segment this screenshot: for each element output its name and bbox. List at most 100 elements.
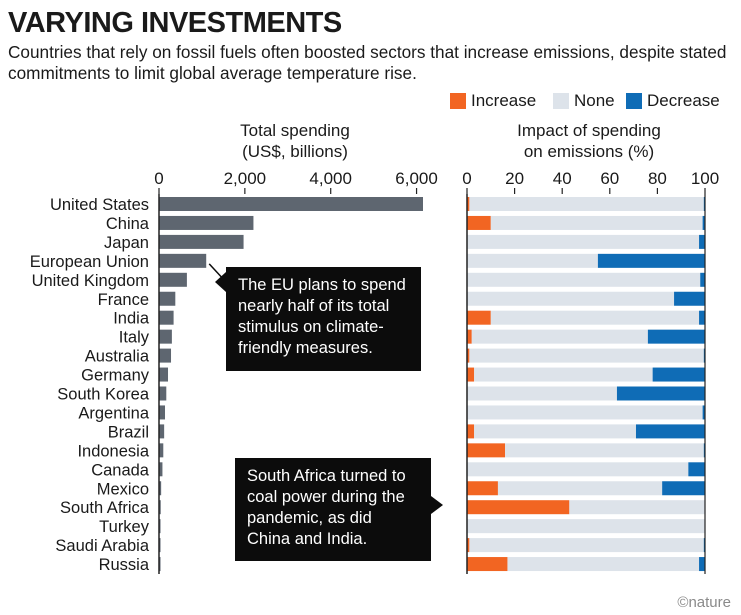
- left-panel-title-line1: Total spending: [240, 121, 350, 140]
- impact-bar-none-argentina: [467, 405, 703, 420]
- country-label-argentina: Argentina: [78, 404, 149, 422]
- country-label-brazil: Brazil: [108, 423, 149, 441]
- country-label-saudi-arabia: Saudi Arabia: [55, 537, 149, 555]
- spending-bar-south-korea: [159, 386, 167, 401]
- impact-bar-decrease-united-kingdom: [700, 272, 705, 287]
- nature-credit: ©nature: [677, 594, 731, 611]
- right-axis-tick-label: 40: [553, 169, 572, 188]
- left-axis-tick-label: 0: [154, 169, 163, 188]
- callout-eu: The EU plans to spend nearly half of its…: [226, 267, 421, 371]
- impact-bar-none-japan: [467, 234, 700, 249]
- legend-swatch-decrease: [626, 93, 642, 109]
- country-label-australia: Australia: [85, 348, 150, 366]
- impact-bar-decrease-mexico: [662, 481, 705, 496]
- left-axis-tick-label: 2,000: [224, 169, 267, 188]
- impact-bar-none-germany: [474, 367, 653, 382]
- impact-bar-decrease-italy: [647, 329, 705, 344]
- impact-bar-increase-india: [467, 310, 491, 325]
- impact-bar-none-china: [490, 215, 703, 230]
- spending-bar-united-kingdom: [159, 272, 187, 287]
- emissions-impact-chart: 0 20 40 60 80 100: [431, 169, 719, 574]
- impact-bar-increase-brazil: [467, 424, 475, 439]
- spending-bar-france: [159, 291, 176, 306]
- impact-bar-none-european-union: [467, 253, 598, 268]
- impact-bar-decrease-european-union: [597, 253, 705, 268]
- impact-bar-none-italy: [471, 329, 648, 344]
- impact-bar-none-turkey: [467, 519, 705, 534]
- country-label-italy: Italy: [119, 329, 150, 347]
- country-label-canada: Canada: [91, 461, 150, 479]
- spending-bar-united-states: [159, 197, 423, 211]
- right-axis-tick-label: 0: [462, 169, 471, 188]
- impact-bar-none-south-korea: [467, 386, 617, 401]
- impact-bar-decrease-canada: [688, 462, 705, 477]
- spending-bar-mexico: [159, 481, 162, 496]
- impact-bar-none-south-africa: [569, 500, 705, 515]
- country-label-france: France: [98, 291, 149, 309]
- impact-bar-decrease-france: [674, 291, 705, 306]
- impact-bar-increase-germany: [467, 367, 475, 382]
- left-axis-tick-label: 4,000: [309, 169, 352, 188]
- spending-bar-european-union: [159, 253, 207, 268]
- spending-bar-canada: [159, 462, 163, 477]
- right-axis-tick-label: 80: [648, 169, 667, 188]
- country-label-south-korea: South Korea: [57, 386, 150, 404]
- spending-bar-south-africa: [159, 500, 161, 515]
- right-axis-tick-label: 20: [505, 169, 524, 188]
- impact-bar-increase-mexico: [467, 481, 498, 496]
- country-label-japan: Japan: [104, 234, 149, 252]
- impact-bar-none-united-kingdom: [467, 272, 701, 287]
- callout-eu-pointer: [215, 272, 226, 292]
- impact-bar-decrease-germany: [652, 367, 705, 382]
- impact-bar-none-saudi-arabia: [469, 538, 704, 553]
- country-label-united-states: United States: [50, 196, 149, 214]
- country-label-south-africa: South Africa: [60, 499, 150, 517]
- callout-south-africa-pointer: [431, 496, 443, 514]
- right-panel-title-line1: Impact of spending: [517, 121, 661, 140]
- impact-bar-none-france: [467, 291, 675, 306]
- legend-swatch-increase: [450, 93, 466, 109]
- impact-bar-none-united-states: [469, 197, 704, 211]
- impact-bar-decrease-china: [702, 215, 705, 230]
- legend: Increase None Decrease: [450, 90, 740, 112]
- right-panel-title: Impact of spending on emissions (%): [489, 120, 689, 162]
- impact-bar-decrease-south-korea: [616, 386, 705, 401]
- spending-bar-brazil: [159, 424, 165, 439]
- impact-bar-decrease-japan: [699, 234, 705, 249]
- impact-bar-increase-china: [467, 215, 491, 230]
- country-label-india: India: [113, 310, 150, 328]
- spending-bar-india: [159, 310, 174, 325]
- spending-bar-china: [159, 215, 254, 230]
- country-label-germany: Germany: [81, 367, 150, 385]
- impact-bar-increase-indonesia: [467, 443, 506, 458]
- spending-bar-australia: [159, 348, 172, 363]
- impact-bar-increase-united-states: [467, 197, 470, 211]
- chart-title: VARYING INVESTMENTS: [8, 7, 342, 39]
- spending-bar-italy: [159, 329, 172, 344]
- impact-bar-decrease-brazil: [635, 424, 705, 439]
- spending-bar-japan: [159, 234, 244, 249]
- impact-bar-none-india: [490, 310, 700, 325]
- impact-bar-none-indonesia: [505, 443, 704, 458]
- left-axis-tick-label: 6,000: [395, 169, 438, 188]
- impact-bar-none-canada: [467, 462, 689, 477]
- left-panel-title-line2: (US$, billions): [242, 142, 348, 161]
- impact-bar-none-mexico: [497, 481, 663, 496]
- impact-bar-increase-russia: [467, 557, 508, 572]
- legend-label-none: None: [574, 91, 615, 110]
- impact-bar-increase-saudi-arabia: [467, 538, 470, 553]
- callout-south-africa: South Africa turned to coal power during…: [235, 458, 431, 561]
- left-panel-title: Total spending (US$, billions): [195, 120, 395, 162]
- impact-bar-decrease-russia: [699, 557, 705, 572]
- impact-bar-increase-south-africa: [467, 500, 570, 515]
- impact-bar-increase-australia: [467, 348, 470, 363]
- legend-swatch-none: [553, 93, 569, 109]
- total-spending-chart: 0 2,000 4,000 6,000 United StatesChinaJapanE…: [30, 169, 438, 574]
- country-label-european-union: European Union: [30, 253, 149, 271]
- spending-bar-indonesia: [159, 443, 164, 458]
- chart-subtitle: Countries that rely on fossil fuels ofte…: [8, 42, 727, 83]
- impact-bar-decrease-argentina: [702, 405, 705, 420]
- impact-bar-increase-italy: [467, 329, 472, 344]
- impact-bar-none-brazil: [474, 424, 636, 439]
